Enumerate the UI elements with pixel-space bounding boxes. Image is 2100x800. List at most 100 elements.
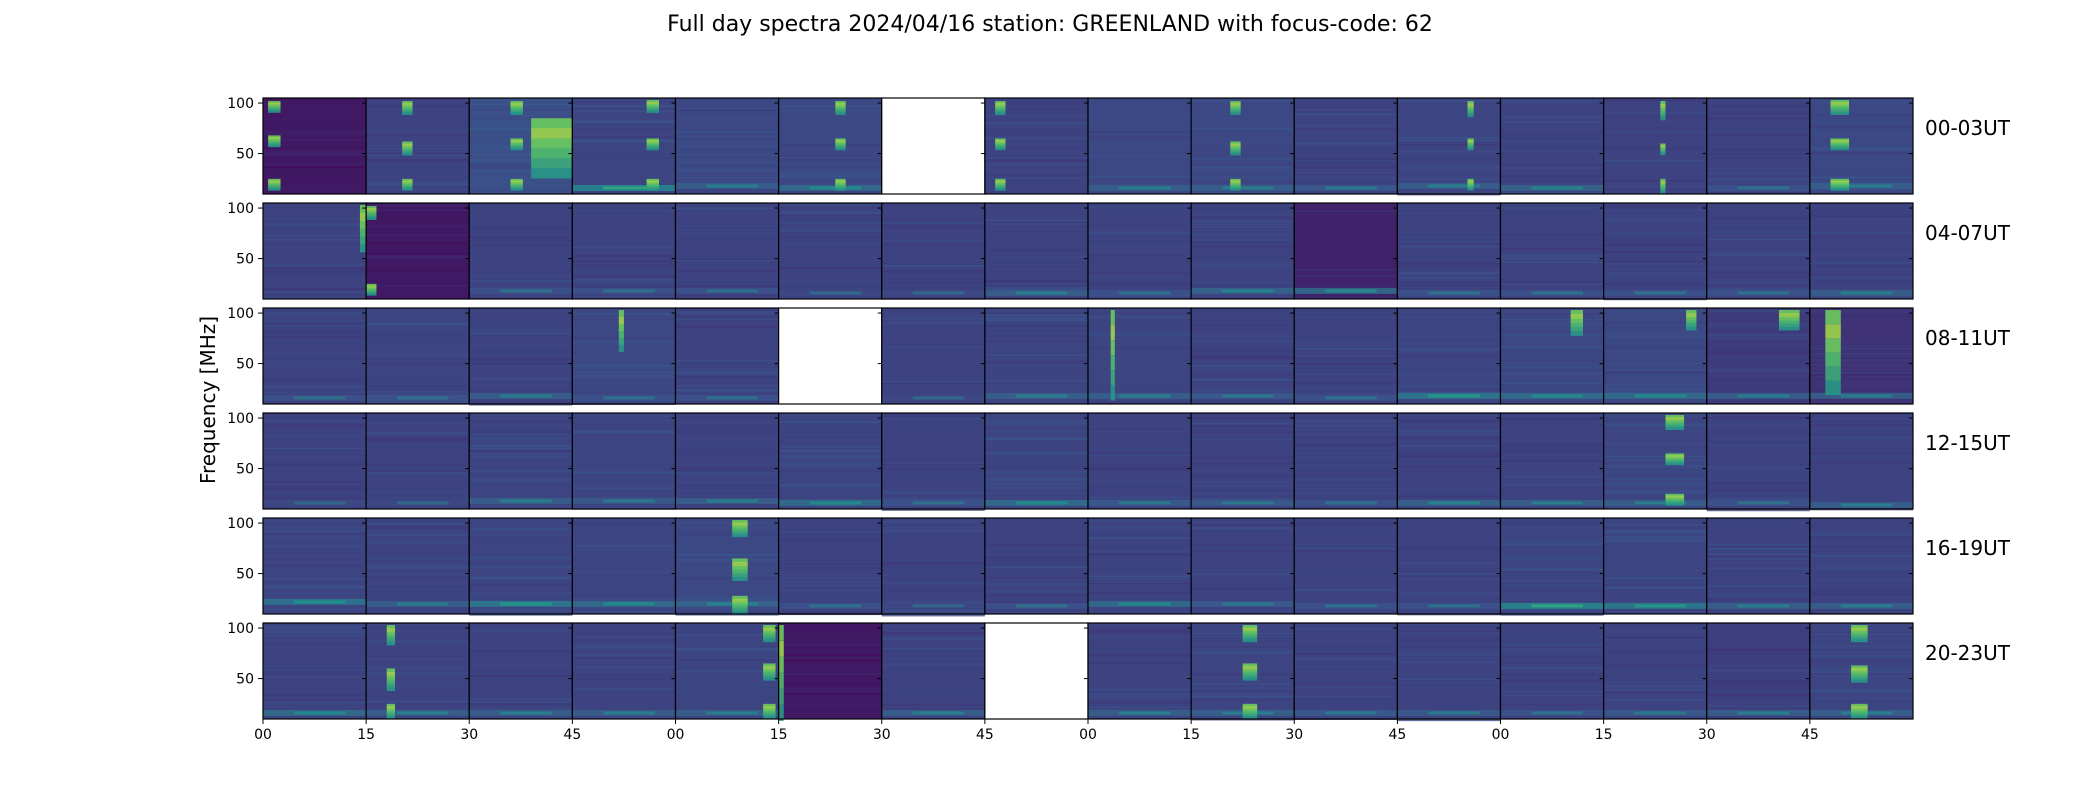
spectrum-panel — [1087, 97, 1192, 195]
x-tick-label: 00 — [667, 727, 685, 743]
spectrum-panel — [984, 517, 1089, 615]
spectrum-panel — [1087, 307, 1192, 405]
x-tick-label: 45 — [976, 727, 994, 743]
spectrum-panel — [674, 412, 780, 510]
spectra-row: 50 100 00-03UT — [227, 96, 2011, 196]
spectrum-panel — [571, 307, 677, 405]
spectrum-panel — [262, 517, 367, 615]
spectrum-panel — [468, 412, 573, 510]
spectrum-panel — [571, 412, 677, 510]
spectrum-panel — [1190, 97, 1295, 195]
y-tick-label: 100 — [227, 411, 254, 427]
spectra-row: 50 100 20-23UT — [227, 621, 2011, 722]
spectrum-panel — [674, 202, 780, 300]
spectrum-panel — [1809, 412, 1914, 511]
spectrum-panel — [262, 412, 367, 510]
spectrum-panel — [262, 202, 367, 300]
row-label: 04-07UT — [1925, 221, 2011, 245]
spectrum-panel — [571, 97, 677, 195]
spectrum-panel — [674, 517, 780, 616]
spectrum-panel — [1706, 622, 1811, 720]
spectrum-panel — [1396, 622, 1502, 722]
spectrum-panel — [262, 622, 367, 720]
row-label: 20-23UT — [1925, 641, 2011, 665]
x-tick-label: 45 — [563, 727, 581, 743]
spectrum-panel — [1499, 517, 1605, 616]
spectrum-panel — [365, 517, 470, 615]
spectrum-panel — [984, 412, 1089, 510]
y-tick-label: 50 — [236, 672, 254, 688]
x-tick-label: 45 — [1801, 727, 1819, 743]
row-label: 08-11UT — [1925, 326, 2011, 350]
empty-panel — [778, 307, 883, 405]
spectrum-panel — [984, 97, 1089, 195]
spectrum-panel — [1499, 412, 1605, 510]
spectrum-panel — [365, 412, 470, 510]
spectrum-panel — [1293, 412, 1398, 510]
row-label: 16-19UT — [1925, 536, 2011, 560]
row-label: 00-03UT — [1925, 116, 2011, 140]
y-tick-label: 100 — [227, 201, 254, 217]
y-tick-label: 100 — [227, 621, 254, 637]
spectrum-panel — [1293, 517, 1398, 615]
spectrum-panel — [778, 412, 883, 510]
spectrum-panel — [365, 622, 470, 720]
spectrum-panel — [365, 202, 470, 300]
spectrum-panel — [468, 307, 573, 406]
spectrum-panel — [1809, 202, 1914, 300]
spectrum-panel — [1809, 307, 1914, 405]
x-tick-label: 15 — [1595, 727, 1613, 743]
spectrum-panel — [1706, 412, 1811, 512]
empty-panel — [984, 622, 1089, 720]
chart-title: Full day spectra 2024/04/16 station: GRE… — [667, 12, 1433, 37]
spectrum-panel — [571, 622, 677, 720]
x-tick-label: 30 — [1285, 727, 1303, 743]
spectrum-panel — [1706, 97, 1811, 195]
spectrum-panel — [1396, 517, 1502, 616]
spectrum-panel — [881, 622, 986, 720]
spectrum-panel — [1396, 202, 1502, 300]
spectrum-panel — [1087, 412, 1192, 510]
x-tick-label: 15 — [770, 727, 788, 743]
spectrum-panel — [1706, 202, 1811, 300]
x-tick-label: 30 — [460, 727, 478, 743]
spectrum-panel — [881, 517, 986, 617]
spectra-row: 50 100 08-11UT — [227, 306, 2011, 406]
spectrum-panel — [468, 97, 573, 195]
x-tick-label: 30 — [1698, 727, 1716, 743]
x-tick-label: 15 — [357, 727, 375, 743]
spectra-row: 50 100 12-15UT — [227, 411, 2011, 512]
spectrum-panel — [1499, 622, 1605, 720]
spectrum-panel — [1603, 97, 1708, 195]
spectrum-panel — [571, 517, 677, 615]
spectrum-panel — [468, 202, 573, 300]
spectrum-panel — [1087, 202, 1192, 300]
x-tick-label: 45 — [1388, 727, 1406, 743]
row-label: 12-15UT — [1925, 431, 2011, 455]
spectrum-panel — [1809, 517, 1914, 615]
y-tick-label: 100 — [227, 306, 254, 322]
y-tick-label: 50 — [236, 462, 254, 478]
y-tick-label: 50 — [236, 147, 254, 163]
spectrum-panel — [778, 622, 883, 721]
spectrum-panel — [674, 307, 780, 405]
y-tick-label: 100 — [227, 516, 254, 532]
spectrum-panel — [778, 97, 883, 195]
spectrum-panel — [1603, 412, 1708, 510]
spectrum-panel — [674, 97, 780, 195]
spectrum-panel — [1706, 517, 1811, 615]
spectrum-panel — [881, 412, 986, 511]
spectrum-panel — [1293, 307, 1398, 405]
spectrum-panel — [1396, 307, 1502, 405]
spectrum-panel — [1603, 517, 1708, 615]
spectrum-panel — [1190, 517, 1295, 615]
spectrum-panel — [1190, 622, 1295, 721]
spectrum-panel — [1396, 412, 1502, 510]
spectrum-panel — [1190, 307, 1295, 405]
y-tick-label: 50 — [236, 357, 254, 373]
spectrum-panel — [571, 202, 677, 300]
spectrum-panel — [262, 307, 367, 405]
x-tick-label: 00 — [1492, 727, 1510, 743]
spectrum-panel — [1706, 307, 1811, 405]
